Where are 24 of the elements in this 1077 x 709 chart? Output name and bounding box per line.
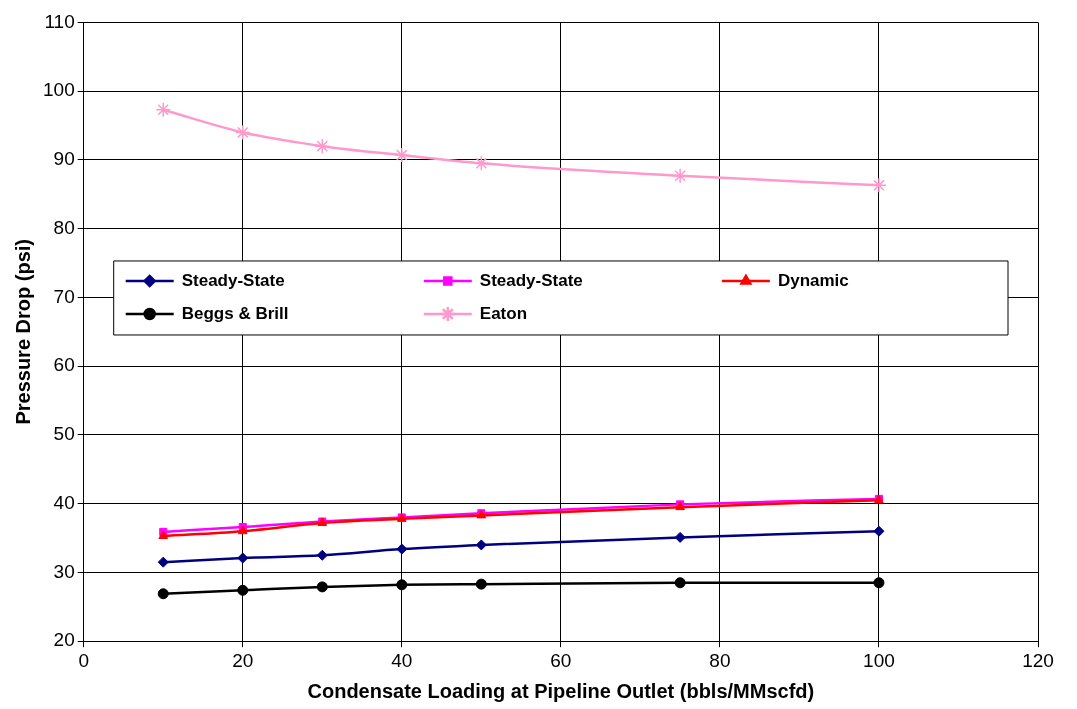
- x-tick-label: 100: [863, 649, 895, 671]
- legend-label: Beggs & Brill: [181, 303, 289, 323]
- x-tick-label: 60: [550, 649, 572, 671]
- y-tick-label: 50: [53, 423, 75, 445]
- y-tick-label: 20: [53, 629, 75, 651]
- x-tick-label: 120: [1022, 649, 1054, 671]
- x-tick-label: 40: [391, 649, 413, 671]
- legend-label: Eaton: [479, 303, 528, 323]
- legend-label: Dynamic: [777, 270, 849, 290]
- y-tick-label: 90: [53, 148, 75, 170]
- y-tick-label: 110: [44, 10, 75, 32]
- x-tick-label: 80: [709, 649, 731, 671]
- y-tick-label: 40: [53, 491, 75, 513]
- y-tick-label: 100: [43, 79, 75, 101]
- legend-label: Steady-State: [181, 270, 285, 290]
- x-tick-label: 0: [78, 649, 89, 671]
- legend-label: Steady-State: [479, 270, 583, 290]
- x-axis-title: Condensate Loading at Pipeline Outlet (bbls/MMscfd): [307, 679, 815, 702]
- y-axis-title: Pressure Drop (psi): [11, 239, 34, 425]
- x-tick-label: 20: [232, 649, 254, 671]
- y-tick-label: 70: [53, 285, 75, 307]
- y-tick-label: 80: [53, 216, 75, 238]
- y-tick-label: 60: [53, 354, 75, 376]
- y-tick-label: 30: [53, 560, 75, 582]
